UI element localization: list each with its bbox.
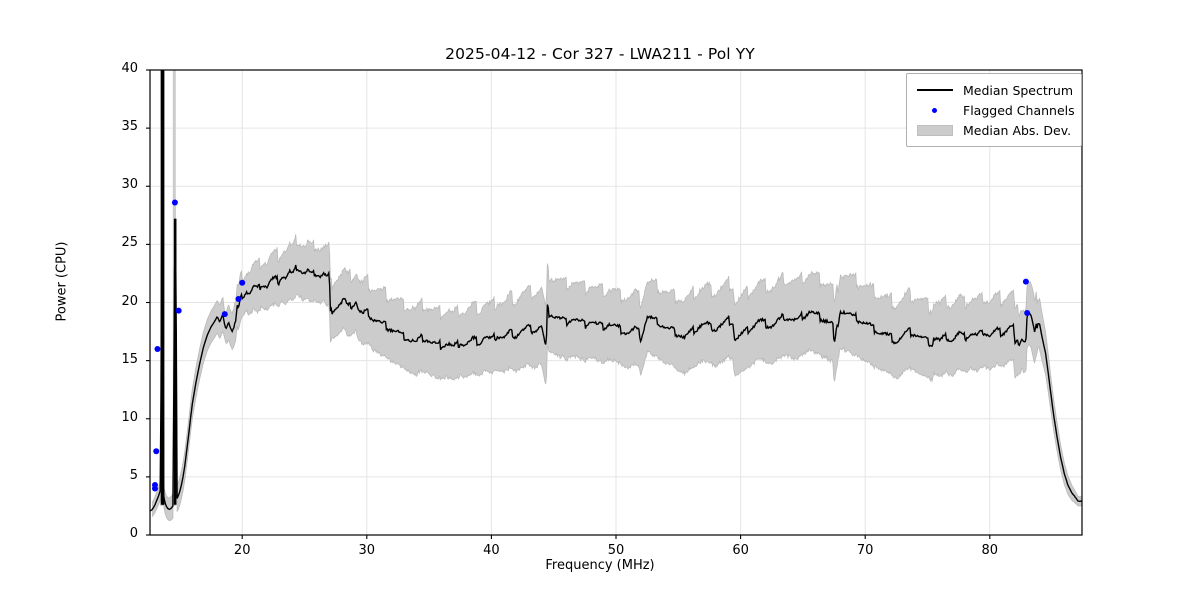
flagged-channel-markers — [151, 199, 1031, 492]
legend-item-flagged-channels: Flagged Channels — [915, 100, 1075, 120]
y-tick-label: 0 — [129, 526, 138, 541]
line-swatch-icon — [915, 81, 955, 99]
y-tick-label: 40 — [121, 61, 138, 76]
x-tick-label: 20 — [233, 543, 251, 558]
y-tick-label: 10 — [121, 409, 138, 425]
median-spectrum-line — [150, 70, 1082, 512]
y-tick-label: 30 — [121, 177, 138, 193]
legend-item-median-spectrum: Median Spectrum — [915, 80, 1073, 100]
page-title: 2025-04-12 - Cor 327 - LWA211 - Pol YY — [445, 45, 755, 63]
y-axis-label: Power (CPU) — [54, 241, 70, 322]
y-tick-label: 5 — [129, 467, 138, 483]
x-tick-label: 60 — [732, 543, 749, 558]
legend: Median Spectrum Flagged Channels Median … — [906, 73, 1082, 147]
y-tick-label: 15 — [121, 351, 138, 367]
legend-label: Median Abs. Dev. — [963, 122, 1072, 138]
x-tick-label: 80 — [981, 543, 999, 558]
legend-item-median-abs-dev: Median Abs. Dev. — [915, 120, 1073, 140]
y-tick-label: 25 — [121, 235, 138, 251]
x-axis-label: Frequency (MHz) — [545, 558, 655, 573]
y-tick-label: 35 — [121, 119, 138, 135]
x-tick-label: 40 — [483, 543, 500, 558]
x-tick-label: 30 — [358, 543, 376, 558]
x-tick-label: 70 — [856, 543, 874, 558]
dot-swatch-icon — [915, 101, 955, 119]
legend-label: Median Spectrum — [963, 82, 1074, 98]
x-tick-label: 50 — [607, 543, 625, 558]
axis-ticks — [146, 69, 991, 539]
y-tick-label: 20 — [121, 293, 138, 309]
patch-swatch-icon — [915, 121, 955, 139]
legend-label: Flagged Channels — [963, 102, 1075, 118]
